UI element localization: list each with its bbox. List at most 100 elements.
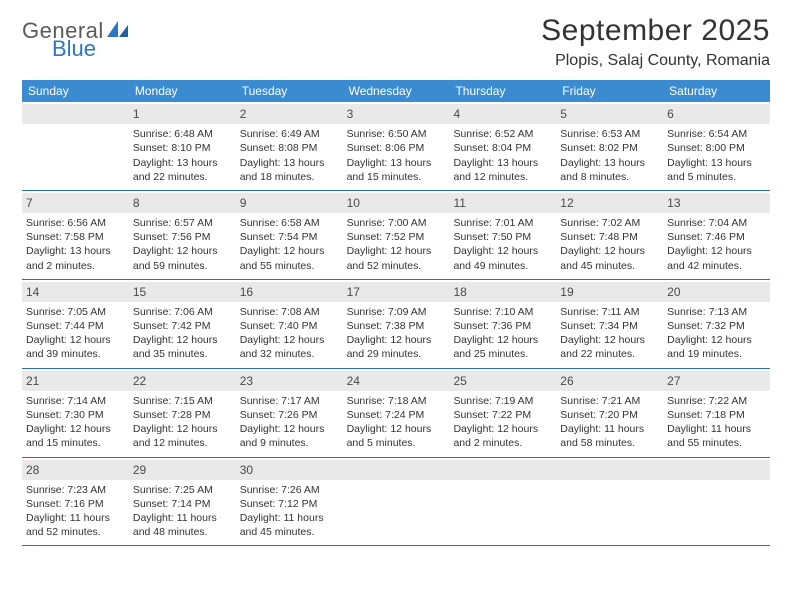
day-cell: 17Sunrise: 7:09 AMSunset: 7:38 PMDayligh… [343,280,450,368]
daylight-text: Daylight: 12 hours [453,333,552,347]
daylight-text: Daylight: 12 hours [240,333,339,347]
daylight-text-2: and 15 minutes. [347,170,446,184]
daylight-text-2: and 19 minutes. [667,347,766,361]
sunrise-text: Sunrise: 6:48 AM [133,127,232,141]
sunset-text: Sunset: 7:34 PM [560,319,659,333]
week-row: 1Sunrise: 6:48 AMSunset: 8:10 PMDaylight… [22,102,770,191]
weekday-header: Thursday [449,80,556,102]
sunrise-text: Sunrise: 7:01 AM [453,216,552,230]
daylight-text-2: and 42 minutes. [667,259,766,273]
header: General Blue September 2025 Plopis, Sala… [22,14,770,70]
day-number: 13 [663,193,770,213]
sunrise-text: Sunrise: 7:18 AM [347,394,446,408]
logo: General Blue [22,14,129,60]
sunrise-text: Sunrise: 6:53 AM [560,127,659,141]
daylight-text: Daylight: 12 hours [240,422,339,436]
day-number: 24 [343,371,450,391]
sunset-text: Sunset: 7:54 PM [240,230,339,244]
weekday-header: Friday [556,80,663,102]
sunset-text: Sunset: 7:56 PM [133,230,232,244]
daylight-text: Daylight: 12 hours [26,422,125,436]
sunrise-text: Sunrise: 7:17 AM [240,394,339,408]
sunset-text: Sunset: 7:40 PM [240,319,339,333]
sunset-text: Sunset: 7:22 PM [453,408,552,422]
logo-text-blue: Blue [52,38,129,60]
day-number: 15 [129,282,236,302]
day-cell: 6Sunrise: 6:54 AMSunset: 8:00 PMDaylight… [663,102,770,190]
page-title: September 2025 [541,14,770,48]
sunrise-text: Sunrise: 7:23 AM [26,483,125,497]
weekday-header: Sunday [22,80,129,102]
week-row: 28Sunrise: 7:23 AMSunset: 7:16 PMDayligh… [22,458,770,547]
day-cell: 15Sunrise: 7:06 AMSunset: 7:42 PMDayligh… [129,280,236,368]
daylight-text-2: and 25 minutes. [453,347,552,361]
day-cell: 14Sunrise: 7:05 AMSunset: 7:44 PMDayligh… [22,280,129,368]
daylight-text: Daylight: 12 hours [347,333,446,347]
daylight-text-2: and 9 minutes. [240,436,339,450]
day-cell [663,458,770,546]
weekday-header: Monday [129,80,236,102]
sunset-text: Sunset: 8:00 PM [667,141,766,155]
daylight-text-2: and 55 minutes. [240,259,339,273]
sunset-text: Sunset: 7:50 PM [453,230,552,244]
sunrise-text: Sunrise: 6:58 AM [240,216,339,230]
day-number: 17 [343,282,450,302]
day-cell: 22Sunrise: 7:15 AMSunset: 7:28 PMDayligh… [129,369,236,457]
daylight-text: Daylight: 12 hours [133,333,232,347]
daylight-text: Daylight: 12 hours [560,244,659,258]
sunset-text: Sunset: 7:44 PM [26,319,125,333]
day-number: 7 [22,193,129,213]
day-cell: 29Sunrise: 7:25 AMSunset: 7:14 PMDayligh… [129,458,236,546]
daylight-text: Daylight: 12 hours [347,422,446,436]
daylight-text-2: and 2 minutes. [453,436,552,450]
sunset-text: Sunset: 8:08 PM [240,141,339,155]
sunset-text: Sunset: 7:24 PM [347,408,446,422]
day-number: 26 [556,371,663,391]
sunrise-text: Sunrise: 7:00 AM [347,216,446,230]
day-number: 25 [449,371,556,391]
day-number [449,460,556,480]
day-number: 16 [236,282,343,302]
location-text: Plopis, Salaj County, Romania [541,52,770,70]
day-cell: 1Sunrise: 6:48 AMSunset: 8:10 PMDaylight… [129,102,236,190]
day-cell [22,102,129,190]
weeks-container: 1Sunrise: 6:48 AMSunset: 8:10 PMDaylight… [22,102,770,546]
day-number: 29 [129,460,236,480]
sunrise-text: Sunrise: 7:10 AM [453,305,552,319]
day-cell: 11Sunrise: 7:01 AMSunset: 7:50 PMDayligh… [449,191,556,279]
daylight-text: Daylight: 12 hours [133,422,232,436]
sunrise-text: Sunrise: 6:49 AM [240,127,339,141]
daylight-text-2: and 2 minutes. [26,259,125,273]
day-number: 11 [449,193,556,213]
daylight-text: Daylight: 12 hours [133,244,232,258]
sunrise-text: Sunrise: 7:19 AM [453,394,552,408]
daylight-text: Daylight: 12 hours [667,333,766,347]
day-number: 3 [343,104,450,124]
day-cell: 30Sunrise: 7:26 AMSunset: 7:12 PMDayligh… [236,458,343,546]
day-number [22,104,129,124]
weekday-header: Wednesday [343,80,450,102]
daylight-text: Daylight: 13 hours [667,156,766,170]
day-number: 22 [129,371,236,391]
day-cell [556,458,663,546]
sunset-text: Sunset: 8:02 PM [560,141,659,155]
daylight-text: Daylight: 11 hours [240,511,339,525]
day-number [663,460,770,480]
week-row: 7Sunrise: 6:56 AMSunset: 7:58 PMDaylight… [22,191,770,280]
day-number: 20 [663,282,770,302]
daylight-text-2: and 29 minutes. [347,347,446,361]
sunset-text: Sunset: 8:04 PM [453,141,552,155]
daylight-text-2: and 22 minutes. [133,170,232,184]
daylight-text-2: and 49 minutes. [453,259,552,273]
daylight-text-2: and 45 minutes. [560,259,659,273]
day-cell: 7Sunrise: 6:56 AMSunset: 7:58 PMDaylight… [22,191,129,279]
weekday-header-row: SundayMondayTuesdayWednesdayThursdayFrid… [22,80,770,102]
daylight-text: Daylight: 13 hours [560,156,659,170]
day-cell [449,458,556,546]
title-block: September 2025 Plopis, Salaj County, Rom… [541,14,770,70]
day-cell: 25Sunrise: 7:19 AMSunset: 7:22 PMDayligh… [449,369,556,457]
daylight-text-2: and 48 minutes. [133,525,232,539]
daylight-text-2: and 5 minutes. [347,436,446,450]
day-cell [343,458,450,546]
sunset-text: Sunset: 7:36 PM [453,319,552,333]
